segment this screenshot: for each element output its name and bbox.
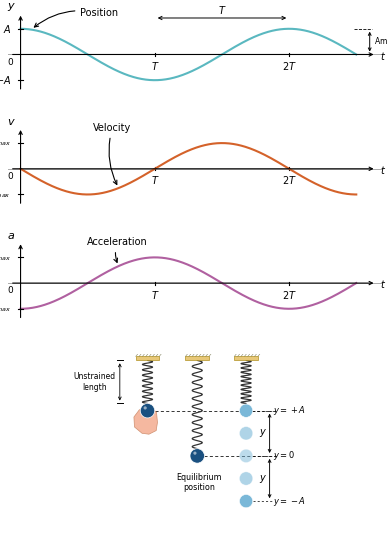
Text: $t$: $t$ bbox=[380, 164, 387, 176]
Text: Velocity: Velocity bbox=[93, 123, 132, 185]
Text: $a_{max}$: $a_{max}$ bbox=[0, 252, 11, 262]
Text: $2T$: $2T$ bbox=[282, 289, 296, 301]
Circle shape bbox=[144, 406, 147, 409]
Text: $A$: $A$ bbox=[3, 23, 11, 35]
Text: $T$: $T$ bbox=[151, 60, 159, 72]
Text: $v_{max}$: $v_{max}$ bbox=[0, 138, 11, 148]
Text: Equilibrium
position: Equilibrium position bbox=[176, 473, 222, 492]
Text: $y = +A$: $y = +A$ bbox=[273, 404, 306, 417]
Text: Position: Position bbox=[34, 8, 118, 27]
Text: $t$: $t$ bbox=[380, 278, 387, 291]
Text: $-a_{max}$: $-a_{max}$ bbox=[0, 303, 11, 314]
Text: $T$: $T$ bbox=[151, 174, 159, 186]
Circle shape bbox=[240, 472, 253, 485]
Text: $a$: $a$ bbox=[7, 232, 15, 241]
Text: $y$: $y$ bbox=[259, 427, 267, 440]
Circle shape bbox=[194, 451, 197, 455]
Text: $v$: $v$ bbox=[7, 117, 15, 127]
Bar bbox=[235, 356, 258, 360]
Circle shape bbox=[240, 449, 253, 463]
Text: $2T$: $2T$ bbox=[282, 174, 296, 186]
Text: $-A$: $-A$ bbox=[0, 74, 11, 86]
Circle shape bbox=[240, 404, 253, 417]
Text: $y$: $y$ bbox=[7, 1, 15, 13]
Text: 0: 0 bbox=[7, 172, 13, 181]
Text: Unstrained
length: Unstrained length bbox=[74, 372, 116, 391]
Circle shape bbox=[240, 427, 253, 440]
Text: $y$: $y$ bbox=[259, 472, 267, 484]
Circle shape bbox=[190, 449, 204, 463]
Text: Acceleration: Acceleration bbox=[87, 237, 147, 262]
Text: $-v_{max}$: $-v_{max}$ bbox=[0, 189, 11, 200]
Text: $T$: $T$ bbox=[151, 289, 159, 301]
Bar bbox=[185, 356, 209, 360]
Text: $y = 0$: $y = 0$ bbox=[273, 449, 295, 462]
Circle shape bbox=[240, 495, 253, 508]
Polygon shape bbox=[134, 409, 158, 434]
Text: 0: 0 bbox=[7, 286, 13, 295]
Text: $t$: $t$ bbox=[380, 50, 387, 62]
Bar bbox=[136, 356, 159, 360]
Text: $2T$: $2T$ bbox=[282, 60, 296, 72]
Text: 0: 0 bbox=[7, 58, 13, 66]
Text: $T$: $T$ bbox=[218, 4, 226, 16]
Circle shape bbox=[140, 403, 155, 418]
Text: $y = -A$: $y = -A$ bbox=[273, 495, 306, 508]
Text: Amplitude $A$: Amplitude $A$ bbox=[374, 35, 387, 48]
